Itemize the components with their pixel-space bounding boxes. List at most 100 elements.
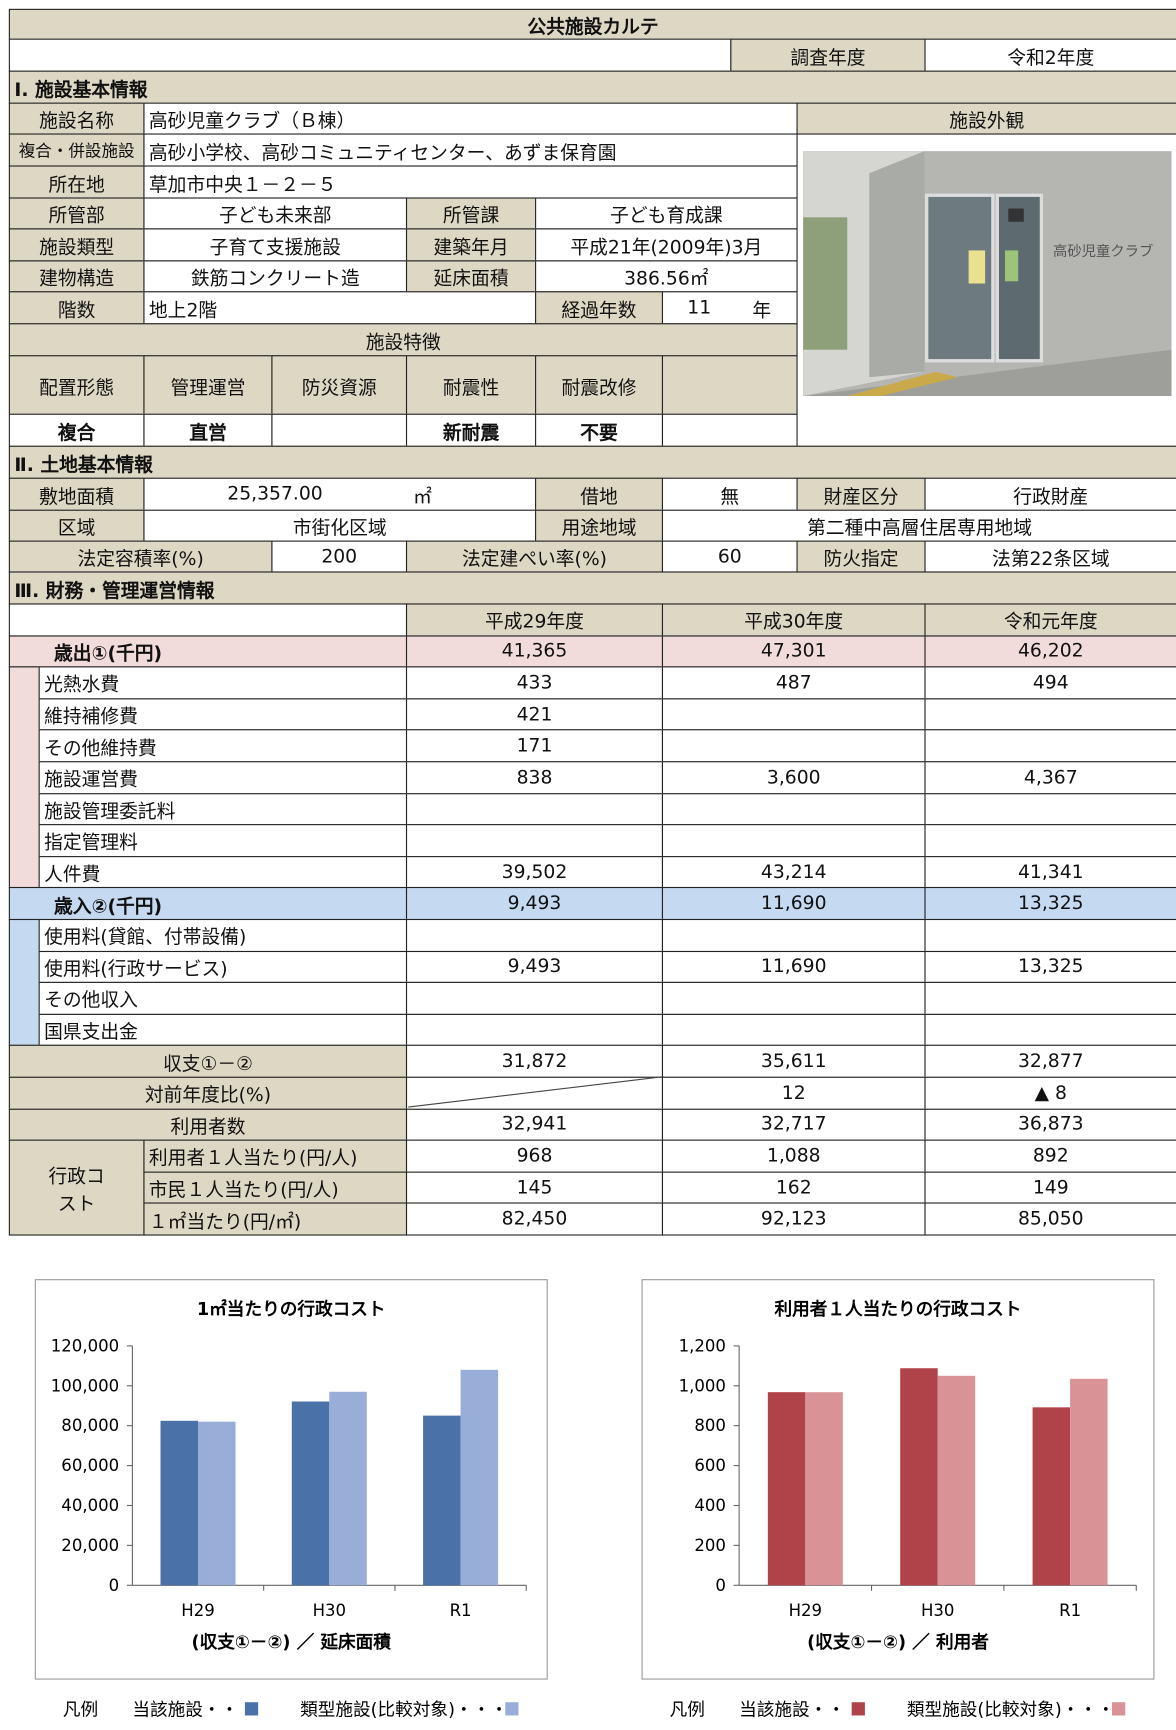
y-tick-label: 600 [694, 1456, 726, 1475]
value-cell: 171 [406, 730, 663, 763]
value-cell: 494 [924, 667, 1176, 700]
value-cell: 4,367 [924, 761, 1176, 794]
x-tick-label: R1 [450, 1601, 472, 1620]
legend-swatch [505, 1702, 518, 1715]
year-header: 平成30年度 [662, 603, 926, 636]
chart-title: 利用者１人当たりの行政コスト [775, 1298, 1022, 1320]
item-label: 施設運営費 [39, 761, 407, 794]
value-cell: 32,941 [406, 1108, 663, 1141]
y-tick-label: 60,000 [61, 1456, 119, 1475]
label-cell: 施設外観 [797, 103, 1176, 135]
value-cell: 第二種中高層住居専用地域 [662, 510, 1176, 542]
value-cell: 31,872 [406, 1045, 663, 1078]
value-cell: 市街化区域 [143, 510, 536, 542]
legend-label: 類型施設(比較対象)・・・ [300, 1699, 508, 1720]
value-cell: 60 [662, 541, 798, 573]
value-cell [406, 824, 663, 857]
y-tick-label: 100,000 [51, 1376, 119, 1395]
value-cell [406, 919, 663, 952]
label-cell: 対前年度比(%) [9, 1077, 407, 1110]
y-tick-label: 120,000 [51, 1336, 119, 1355]
bar [805, 1392, 843, 1585]
value-cell [406, 793, 663, 826]
label-cell: 行政コスト [9, 1140, 145, 1236]
y-tick-label: 400 [694, 1496, 726, 1515]
feature-label: 耐震性 [406, 355, 536, 415]
item-label: 指定管理料 [39, 824, 407, 857]
value-cell: 高砂小学校、高砂コミュニティセンター、あずま保育園 [143, 133, 797, 166]
bar [461, 1370, 499, 1585]
value-cell: 162 [662, 1171, 926, 1204]
value-cell: 25,357.00 [143, 478, 536, 511]
value-cell: 43,214 [662, 856, 926, 889]
value-cell [924, 919, 1176, 952]
feature-label: 管理運営 [143, 355, 272, 415]
group-strip [9, 667, 40, 889]
label-cell: １㎡当たり(円/㎡) [143, 1203, 407, 1236]
value-cell [662, 919, 926, 952]
facility-card: 1㎡当たりの行政コスト020,00040,00060,00080,000100,… [0, 0, 1176, 1730]
year-header: 令和元年度 [924, 603, 1176, 636]
unit-text: ㎡ [403, 478, 443, 511]
group-label: 歳入②(千円) [9, 887, 407, 920]
value-cell: 無 [662, 478, 798, 511]
feature-label [662, 355, 798, 415]
facility-photo: 高砂児童クラブ [803, 151, 1171, 396]
legend-title: 凡例 [670, 1699, 705, 1720]
x-axis-title: (収支①－②) ／ 延床面積 [192, 1631, 392, 1653]
x-tick-label: H30 [921, 1601, 954, 1620]
value-cell: 421 [406, 698, 663, 731]
value-cell: 487 [662, 667, 926, 700]
value-cell: 鉄筋コンクリート造 [143, 260, 407, 292]
bar [1033, 1407, 1071, 1585]
feature-value [271, 414, 407, 447]
value-cell: 433 [406, 667, 663, 700]
feature-label: 防災資源 [271, 355, 407, 415]
value-cell: 法第22条区域 [924, 541, 1176, 573]
value-cell: 12 [662, 1077, 926, 1110]
value-cell: 子ども未来部 [143, 197, 407, 229]
label-cell: 延床面積 [406, 260, 536, 292]
feature-value [662, 414, 798, 447]
value-cell: 平成21年(2009年)3月 [535, 228, 798, 261]
y-tick-label: 800 [694, 1416, 726, 1435]
value-cell: 11,690 [662, 951, 926, 984]
label-cell: 敷地面積 [9, 478, 145, 511]
label-cell: 経過年数 [535, 291, 663, 324]
value-cell [924, 1014, 1176, 1047]
label-cell: 所在地 [9, 165, 145, 198]
y-tick-label: 0 [715, 1576, 726, 1595]
y-tick-label: 1,200 [679, 1336, 726, 1355]
x-tick-label: R1 [1059, 1601, 1081, 1620]
label-cell: 借地 [535, 478, 663, 511]
label-cell: 法定容積率(%) [9, 541, 273, 573]
legend-swatch [245, 1702, 258, 1715]
value-cell [662, 793, 926, 826]
label-cell: 利用者１人当たり(円/人) [143, 1140, 407, 1173]
value-cell [924, 824, 1176, 857]
value-cell: 9,493 [406, 887, 663, 920]
x-axis-title: (収支①－②) ／ 利用者 [807, 1631, 989, 1653]
label-cell: 複合・併設施設 [9, 133, 145, 166]
label-cell: 所管課 [406, 197, 536, 229]
value-cell: ▲ 8 [924, 1077, 1176, 1110]
value-cell: 892 [924, 1140, 1176, 1173]
label-cell: 収支①－② [9, 1045, 407, 1078]
value-cell: 41,341 [924, 856, 1176, 889]
item-label: 国県支出金 [39, 1014, 407, 1047]
value-cell: 386.56㎡ [535, 260, 798, 292]
value-cell: 36,873 [924, 1108, 1176, 1141]
bar [423, 1416, 461, 1586]
feature-value: 複合 [9, 414, 145, 447]
value-cell: 32,717 [662, 1108, 926, 1141]
item-label: 光熱水費 [39, 667, 407, 700]
label-cell: 建物構造 [9, 260, 145, 292]
value-cell: 838 [406, 761, 663, 794]
chart-title: 1㎡当たりの行政コスト [197, 1298, 386, 1320]
bar [768, 1392, 806, 1585]
legend-title: 凡例 [63, 1699, 98, 1720]
section-heading: Ⅲ. 財務・管理運営情報 [9, 571, 1176, 604]
group-label: 歳出①(千円) [9, 635, 407, 668]
item-label: 使用料(貸館、付帯設備) [39, 919, 407, 952]
blank-cell [9, 39, 732, 72]
